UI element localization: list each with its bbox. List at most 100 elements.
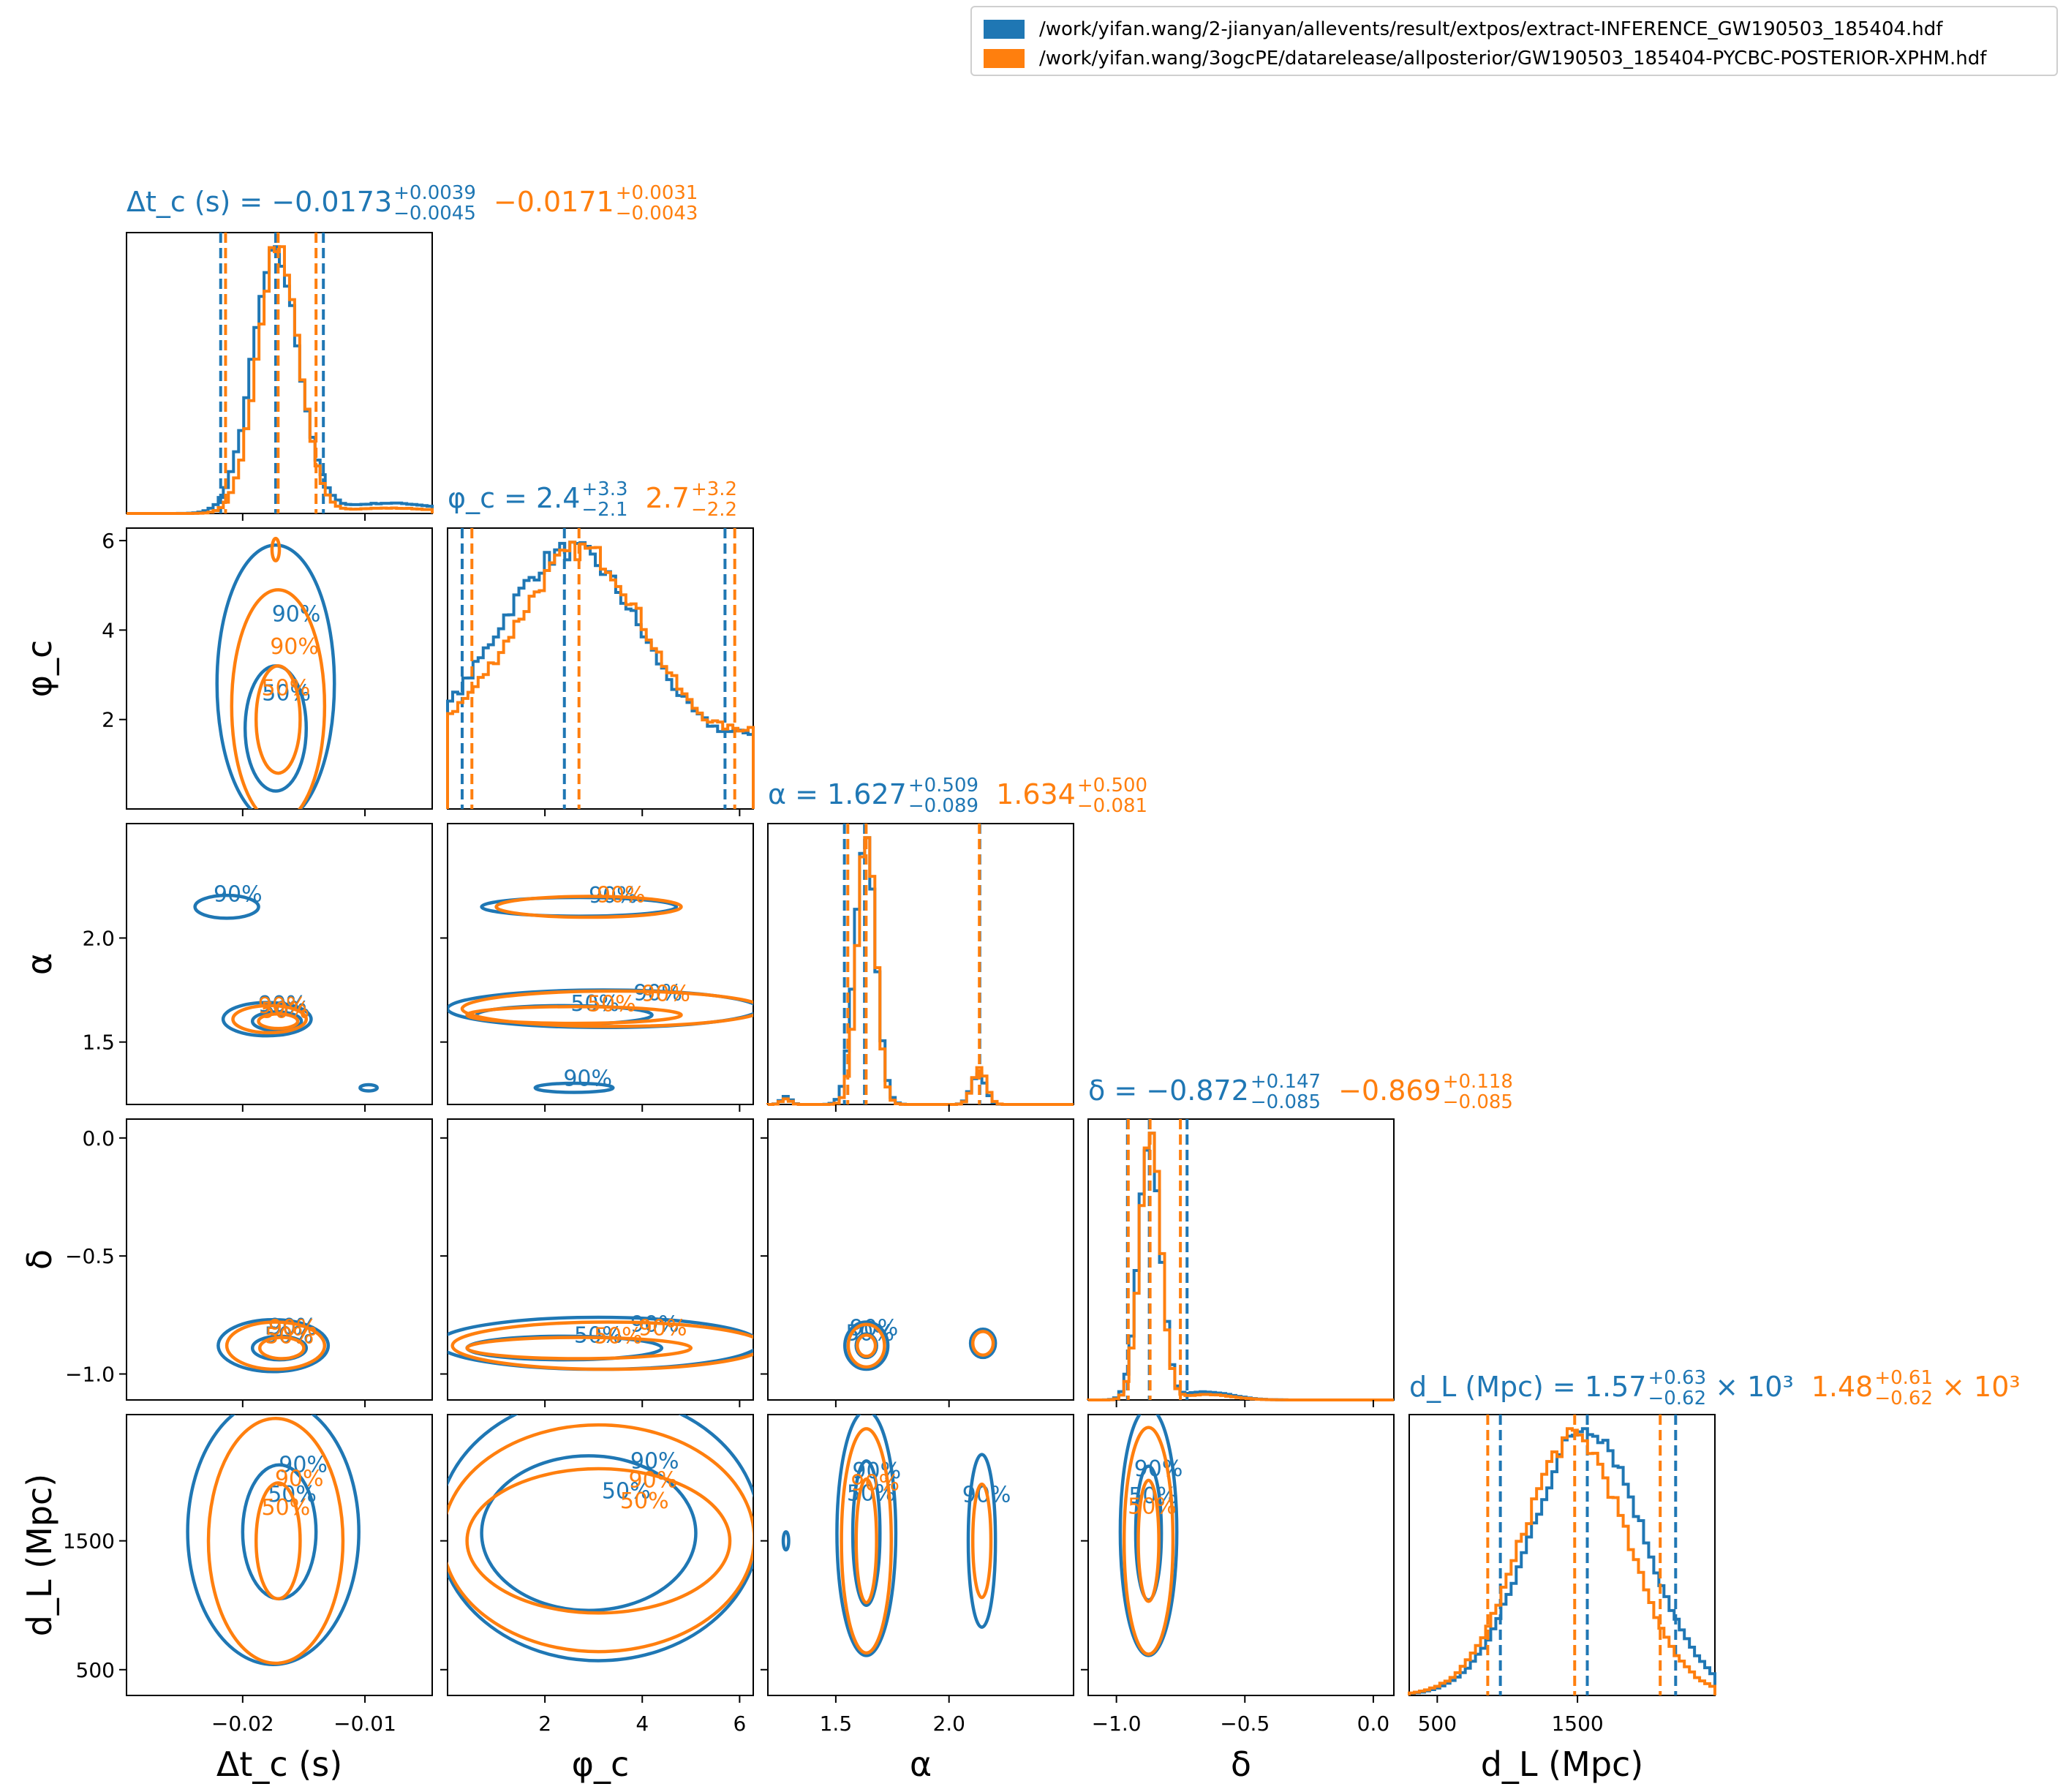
- title-error-bounds: +0.0031 −0.0043: [616, 183, 698, 224]
- axes-frame-delta-dl: [1087, 1414, 1395, 1696]
- contour-dtc-delta-2: [225, 1320, 327, 1371]
- axes-frame-alpha-delta: [767, 1118, 1074, 1401]
- x-tick-label-alpha: 1.5: [820, 1712, 853, 1736]
- axes-frame-dtc-delta: [126, 1118, 433, 1401]
- contour-level-label: 50%: [262, 680, 311, 706]
- contour-delta-dl-3: [1136, 1478, 1161, 1603]
- contour-dtc-alpha-0: [193, 893, 260, 920]
- title-summary-series2: −0.869 +0.118 −0.085: [1338, 1071, 1513, 1113]
- legend-swatch-series1: [984, 20, 1025, 39]
- title-minus: −0.085: [1442, 1091, 1513, 1113]
- contour-phic-dl-0: [448, 1415, 753, 1663]
- panel-title-dl: d_L (Mpc) = 1.57 +0.63 −0.62 × 10³ 1.48 +0.6…: [1409, 1368, 2021, 1409]
- title-error-bounds: +0.147 −0.085: [1251, 1072, 1321, 1113]
- title-summary-series2: 2.7 +3.2 −2.2: [645, 478, 738, 521]
- axes-frame-dtc-dl: [126, 1414, 433, 1696]
- legend-label-series1: /work/yifan.wang/2-jianyan/allevents/res…: [1039, 18, 1943, 40]
- contour-dtc-alpha-3: [231, 1004, 309, 1035]
- panel-hist-dtc: [126, 232, 434, 515]
- contour-alpha-delta-2: [846, 1322, 886, 1369]
- contour-phic-delta-2: [450, 1320, 753, 1371]
- title-minus: −0.62: [1648, 1388, 1707, 1409]
- contour-phic-alpha-5: [465, 1005, 683, 1025]
- contour-alpha-delta-0: [843, 1320, 890, 1371]
- y-tick-label-delta: −1.0: [65, 1363, 115, 1387]
- panel-contour-dtc-phic: 90% 50% 90% 50%: [126, 527, 433, 810]
- title-error-bounds: +0.118 −0.085: [1443, 1072, 1513, 1113]
- contour-phic-dl-2: [448, 1423, 753, 1654]
- x-tick-label-dtc: −0.02: [211, 1712, 274, 1736]
- contour-alpha-delta-5: [970, 1330, 995, 1357]
- axes-frame-dtc-phic: [126, 527, 433, 810]
- title-summary-series1: φ_c = 2.4 +3.3 −2.1: [448, 478, 628, 521]
- title-minus: −2.1: [581, 499, 628, 521]
- contour-dtc-phic-0: [215, 543, 336, 809]
- contour-level-label: 50%: [1128, 1494, 1177, 1519]
- contour-dtc-delta-3: [257, 1336, 306, 1360]
- title-summary-series1: d_L (Mpc) = 1.57 +0.63 −0.62 × 10³: [1409, 1367, 1794, 1409]
- title-error-bounds: +0.500 −0.081: [1077, 775, 1147, 816]
- contour-level-label: 90%: [272, 601, 321, 627]
- axes-frame-delta: [1087, 1118, 1395, 1401]
- contour-level-label: 50%: [265, 1323, 314, 1349]
- panel-title-delta: δ = −0.872 +0.147 −0.085 −0.869 +0.118 −0.085: [1088, 1072, 1513, 1113]
- title-minus: −0.0043: [615, 203, 698, 225]
- y-tick-label-dl: 500: [76, 1658, 115, 1682]
- title-minus: −0.085: [1250, 1091, 1321, 1113]
- title-error-bounds: +0.0039 −0.0045: [393, 183, 476, 224]
- title-error-bounds: +0.63 −0.62: [1648, 1368, 1706, 1409]
- legend-swatch-series2: [984, 49, 1025, 68]
- histogram-dl-series1: [1408, 1427, 1716, 1695]
- title-plus: +0.509: [908, 775, 979, 797]
- y-tick-label-phic: 6: [102, 529, 115, 553]
- contour-phic-delta-3: [465, 1336, 693, 1360]
- y-axis-label-phic: φ_c: [20, 640, 59, 698]
- contour-level-label: 50%: [570, 991, 619, 1017]
- title-error-bounds: +0.509 −0.089: [908, 775, 978, 816]
- contour-alpha-dl-0: [835, 1415, 898, 1657]
- title-summary-series2: 1.48 +0.61 −0.62 × 10³: [1811, 1367, 2021, 1409]
- contour-phic-alpha-1: [494, 895, 683, 919]
- contour-alpha-dl-5: [970, 1482, 993, 1600]
- title-plus: +3.3: [581, 478, 628, 500]
- panel-title-dtc: Δt_c (s) = −0.0173 +0.0039 −0.0045 −0.0171 +…: [127, 183, 698, 224]
- axes-frame-phic-alpha: [447, 823, 754, 1105]
- axes-frame-alpha: [767, 823, 1074, 1105]
- x-axis-label-dl: d_L (Mpc): [1481, 1744, 1644, 1784]
- contour-level-label: 90%: [563, 1066, 612, 1091]
- x-tick-label-phic: 4: [636, 1712, 649, 1736]
- title-plus: +0.63: [1648, 1367, 1707, 1389]
- title-minus: −2.2: [690, 499, 738, 521]
- x-tick-label-dtc: −0.01: [333, 1712, 396, 1736]
- title-summary-series1: α = 1.627 +0.509 −0.089: [768, 775, 979, 817]
- x-axis-label-phic: φ_c: [572, 1744, 630, 1784]
- title-summary-series1: δ = −0.872 +0.147 −0.085: [1088, 1071, 1321, 1113]
- x-tick-label-dl: 1500: [1551, 1712, 1603, 1736]
- title-plus: +3.2: [690, 478, 738, 500]
- title-plus: +0.147: [1250, 1071, 1321, 1093]
- contour-level-label: 90%: [275, 1466, 324, 1491]
- y-tick-label-dl: 1500: [63, 1529, 115, 1554]
- legend-item-series1: /work/yifan.wang/2-jianyan/allevents/res…: [984, 16, 1942, 42]
- axes-frame-dtc-alpha: [126, 823, 433, 1105]
- contour-delta-dl-0: [1118, 1415, 1179, 1657]
- axes-frame-phic-delta: [447, 1118, 754, 1401]
- y-tick-label-alpha: 2.0: [82, 926, 115, 950]
- x-tick-label-delta: −1.0: [1092, 1712, 1142, 1736]
- y-tick-label-phic: 4: [102, 618, 115, 642]
- y-axis-label-dl: d_L (Mpc): [20, 1474, 59, 1637]
- contour-phic-alpha-6: [533, 1081, 615, 1094]
- contour-alpha-dl-1: [851, 1459, 882, 1607]
- legend-label-series2: /work/yifan.wang/3ogcPE/datarelease/allp…: [1039, 48, 1987, 69]
- axes-frame-phic: [447, 527, 754, 810]
- panel-hist-alpha: [766, 823, 1074, 1106]
- contour-level-label: 50%: [262, 1495, 311, 1521]
- contour-dtc-phic-2: [230, 588, 327, 809]
- histogram-alpha-series1: [766, 836, 1074, 1106]
- contour-level-label: 50%: [262, 676, 311, 701]
- panel-hist-phic: [446, 527, 755, 810]
- panel-contour-dtc-dl: 90%50%90%50%: [126, 1414, 433, 1696]
- x-tick-label-alpha: 2.0: [932, 1712, 965, 1736]
- x-axis-label-delta: δ: [1231, 1744, 1251, 1784]
